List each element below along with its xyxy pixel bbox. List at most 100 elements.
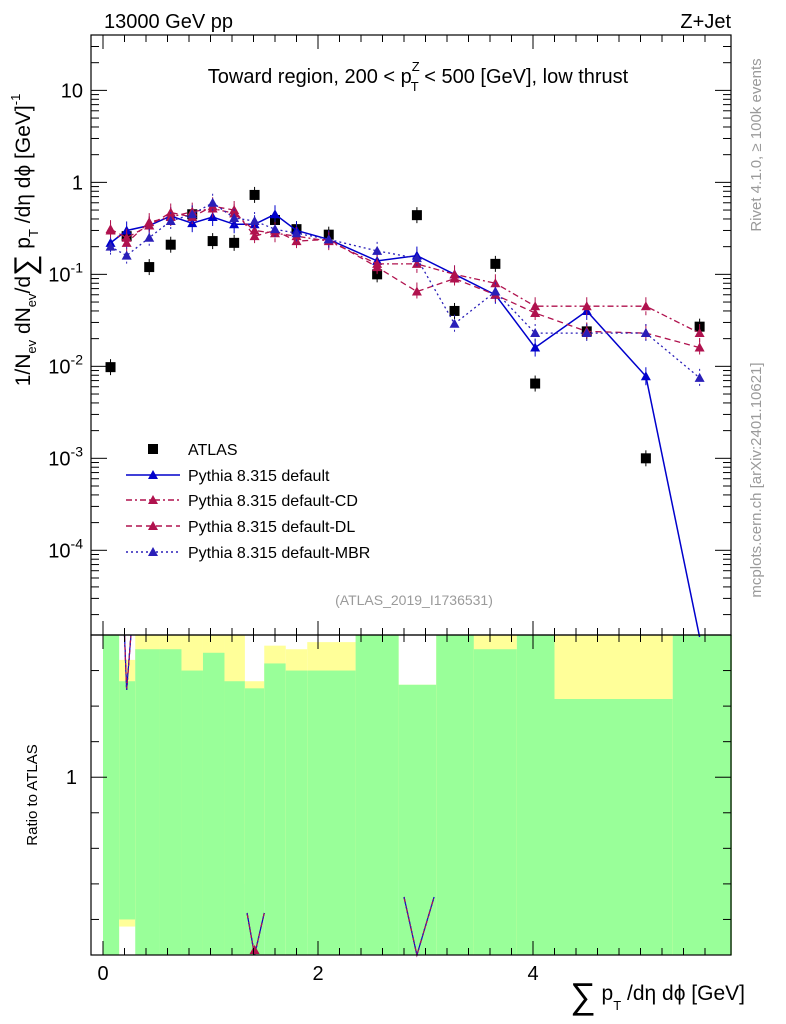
- x-tick-label: 0: [97, 963, 108, 985]
- legend-label: Pythia 8.315 default-DL: [188, 519, 355, 536]
- y-tick-label: 10: [61, 80, 83, 102]
- ratio-inner-band: [619, 699, 673, 955]
- ratio-inner-band: [516, 635, 555, 955]
- ratio-inner-band: [307, 670, 356, 955]
- y-axis-label: 1/Nev dNev/d∑ pT /dη dϕ [GeV]-1: [8, 94, 42, 387]
- ratio-inner-band: [672, 635, 732, 955]
- series-point: [187, 209, 198, 219]
- series-line: [110, 202, 701, 379]
- x-axis-label-text: ∑ pT /dη dϕ [GeV]: [570, 975, 745, 1016]
- ratio-point: [249, 945, 260, 954]
- series-point: [411, 286, 422, 296]
- ratio-inner-band: [285, 670, 308, 955]
- ratio-plot-frame: [90, 634, 732, 956]
- legend-marker: [148, 470, 158, 479]
- series-4: [105, 193, 705, 387]
- ratio-inner-band: [244, 688, 265, 955]
- legend-label: Pythia 8.315 default-CD: [188, 493, 358, 510]
- y-tick-label: 10-1: [48, 259, 83, 286]
- series-point: [530, 342, 541, 352]
- series-point: [581, 301, 592, 311]
- title-pre: Toward region, 200 < p: [208, 66, 412, 88]
- rivet-version: Rivet 4.1.0, ≥ 100k events: [748, 58, 765, 231]
- ratio-tick-label: 1: [66, 767, 77, 789]
- series-point: [411, 253, 422, 263]
- series-point: [270, 209, 280, 219]
- series-point: [581, 328, 592, 338]
- series-point: [121, 250, 132, 260]
- legend-marker: [148, 495, 158, 504]
- ratio-inner-band: [554, 699, 619, 955]
- series-point: [694, 372, 705, 382]
- legend: ATLAS Pythia 8.315 default Pythia 8.315 de…: [126, 442, 370, 562]
- series-point: [291, 228, 302, 238]
- mcplots-reference: mcplots.cern.ch [arXiv:2401.10621]: [748, 362, 765, 597]
- ratio-inner-band: [181, 670, 203, 955]
- legend-label: Pythia 8.315 default: [188, 468, 330, 485]
- ratio-inner-band: [355, 635, 399, 955]
- y-tick-label: 10-4: [48, 535, 83, 562]
- legend-label: Pythia 8.315 default-MBR: [188, 545, 370, 562]
- series-point: [323, 234, 334, 244]
- series-point: [372, 245, 383, 255]
- series-point: [270, 224, 280, 234]
- analysis-id: (ATLAS_2019_I1736531): [335, 592, 493, 608]
- ratio-curve-fragment: [123, 634, 132, 691]
- x-tick-label: 4: [527, 963, 538, 985]
- x-tick-label: 2: [312, 963, 323, 985]
- collision-label: 13000 GeV pp: [104, 11, 233, 33]
- series-point: [105, 224, 116, 234]
- ratio-inner-band: [473, 649, 517, 955]
- y-tick-label: 1: [72, 172, 83, 194]
- ratio-inner-band: [119, 681, 136, 920]
- ratio-inner-band: [264, 663, 286, 955]
- series-point: [530, 308, 541, 318]
- legend-marker: [148, 547, 158, 556]
- plot-title: Toward region, 200 < pZ T < 500 [GeV], lo…: [208, 59, 629, 94]
- ratio-inner-band: [224, 681, 245, 955]
- legend-entry: Pythia 8.315 default: [126, 468, 330, 485]
- series-point: [694, 342, 705, 352]
- ratio-bands: [103, 635, 732, 955]
- series-point: [449, 318, 460, 328]
- ratio-inner-band: [159, 649, 182, 955]
- series-line: [110, 205, 700, 349]
- series-point: [207, 197, 218, 207]
- series-point: [694, 328, 705, 338]
- series-point: [165, 216, 176, 226]
- series-point: [640, 328, 651, 338]
- ratio-inner-band: [398, 684, 437, 955]
- title-sup: Z: [412, 59, 420, 74]
- ratio-inner-band: [135, 649, 160, 955]
- ratio-inner-band: [103, 635, 120, 955]
- legend-marker: [148, 521, 158, 530]
- ratio-curve-fragment: [246, 912, 265, 956]
- series-point: [144, 232, 155, 242]
- series-point: [640, 301, 651, 311]
- series-1: [105, 205, 701, 638]
- series-point: [490, 286, 501, 296]
- ratio-curve-fragment: [123, 634, 132, 691]
- series-layer: [105, 186, 705, 638]
- series-point: [121, 232, 132, 242]
- y-tick-label: 10-3: [48, 443, 83, 470]
- legend-marker: [148, 444, 158, 454]
- title-sub: T: [411, 79, 419, 94]
- title-post: < 500 [GeV], low thrust: [419, 66, 629, 88]
- series-line: [110, 207, 700, 334]
- ratio-inner-band: [436, 635, 474, 955]
- legend-entry: Pythia 8.315 default-DL: [126, 519, 355, 536]
- series-point: [449, 273, 460, 283]
- y-axis-label-text: 1/Nev dNev/d∑ pT /dη dϕ [GeV]-1: [8, 94, 42, 387]
- process-label: Z+Jet: [680, 11, 731, 33]
- series-point: [372, 262, 383, 272]
- series-point: [249, 216, 260, 226]
- series-point: [640, 371, 651, 381]
- legend-entry: Pythia 8.315 default-MBR: [126, 545, 370, 562]
- legend-label: ATLAS: [188, 442, 238, 459]
- series-3: [105, 197, 705, 357]
- legend-entry: Pythia 8.315 default-CD: [126, 493, 358, 510]
- series-point: [105, 241, 116, 251]
- series-point: [411, 258, 422, 268]
